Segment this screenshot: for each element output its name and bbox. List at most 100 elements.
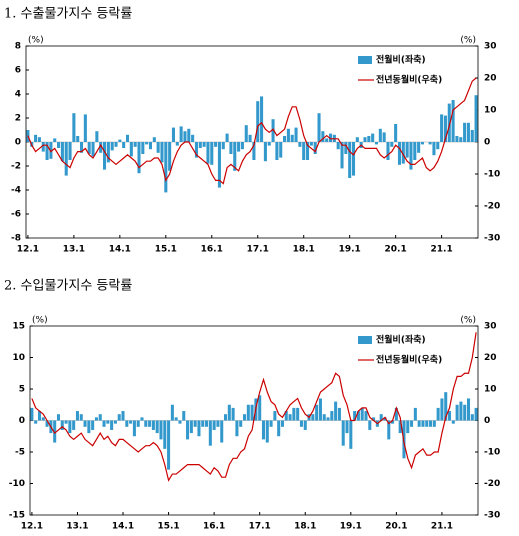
- x-tick-label: 16.1: [203, 522, 225, 532]
- bar: [397, 142, 402, 165]
- bar: [334, 401, 338, 421]
- bar: [125, 420, 129, 427]
- bar: [41, 142, 45, 152]
- bar: [321, 131, 325, 142]
- bar: [344, 142, 348, 154]
- bar: [318, 398, 322, 421]
- bar: [394, 124, 398, 142]
- bar: [235, 420, 239, 437]
- bar: [170, 404, 174, 421]
- bar: [252, 142, 256, 160]
- bar: [68, 142, 72, 160]
- bar: [34, 420, 38, 424]
- bar: [292, 407, 296, 421]
- bar: [440, 398, 444, 421]
- x-tick-label: 18.1: [294, 522, 316, 532]
- bar: [341, 420, 345, 446]
- bar: [83, 114, 87, 142]
- bar: [309, 142, 313, 146]
- y2-tick-label: -20: [484, 202, 500, 212]
- bar: [322, 414, 326, 421]
- y2-tick-label: 20: [484, 353, 497, 363]
- bar: [237, 142, 241, 152]
- bar: [49, 142, 53, 159]
- bar: [353, 411, 357, 421]
- y-tick-label: 4: [15, 90, 21, 100]
- bar: [94, 417, 98, 421]
- bar: [294, 127, 298, 142]
- x-tick-label: 20.1: [385, 245, 407, 255]
- bar: [178, 420, 182, 424]
- bar: [233, 142, 237, 171]
- bar: [53, 420, 57, 443]
- bar: [220, 420, 224, 443]
- bar: [265, 420, 269, 443]
- bar: [72, 113, 76, 142]
- bar: [326, 417, 330, 421]
- bar: [275, 142, 279, 160]
- bar: [136, 420, 140, 427]
- bar: [75, 411, 79, 421]
- legend-label: 전월비(좌축): [376, 334, 426, 346]
- bar: [443, 115, 447, 142]
- bar: [198, 142, 202, 148]
- bar: [224, 414, 228, 421]
- bar: [378, 128, 382, 142]
- bar: [183, 131, 187, 142]
- bar: [447, 103, 451, 142]
- bar: [277, 420, 281, 437]
- x-tick-label: 17.1: [249, 522, 271, 532]
- bar: [76, 136, 80, 142]
- bar: [148, 142, 153, 150]
- bar: [330, 411, 334, 421]
- bar: [371, 133, 375, 142]
- bar: [227, 404, 231, 421]
- bar: [102, 142, 107, 170]
- bar: [118, 139, 122, 142]
- bar: [168, 142, 172, 171]
- y-tick-label: 10: [12, 353, 25, 363]
- bar: [64, 142, 68, 176]
- bar: [175, 142, 179, 146]
- bar: [387, 420, 391, 440]
- bar: [328, 133, 333, 142]
- bar: [141, 142, 145, 154]
- bar: [79, 414, 83, 421]
- bar: [225, 133, 229, 142]
- bar: [164, 142, 168, 193]
- bar: [64, 420, 68, 424]
- bar: [137, 142, 141, 174]
- bar: [106, 420, 110, 424]
- chart: 1. 수출물가지수 등락률(%) (%)-8-6-4-202468-30-20-1…: [4, 7, 500, 255]
- bar: [140, 417, 144, 421]
- bar: [284, 411, 288, 421]
- bar: [313, 142, 317, 154]
- y-tick-label: 0: [15, 138, 21, 148]
- bar: [144, 420, 148, 427]
- bar: [216, 420, 220, 427]
- bar: [470, 414, 474, 421]
- bar: [155, 420, 159, 434]
- bar: [360, 407, 364, 421]
- bar: [110, 420, 114, 430]
- bar: [382, 132, 386, 142]
- bar: [106, 142, 110, 163]
- bar: [349, 420, 353, 449]
- bar: [363, 137, 367, 142]
- bar: [355, 137, 359, 142]
- y-tick-label: 2: [15, 114, 21, 124]
- bar: [214, 142, 218, 147]
- bar: [409, 142, 413, 170]
- line: [27, 77, 477, 185]
- bar: [413, 407, 417, 421]
- y-tick-label: -4: [11, 186, 21, 196]
- bar: [121, 411, 125, 421]
- bar: [145, 142, 149, 145]
- bar: [428, 142, 432, 145]
- bar: [102, 420, 106, 427]
- bar: [72, 420, 76, 430]
- bar: [167, 420, 171, 470]
- bar: [436, 407, 440, 421]
- y2-tick-label: 0: [484, 416, 490, 426]
